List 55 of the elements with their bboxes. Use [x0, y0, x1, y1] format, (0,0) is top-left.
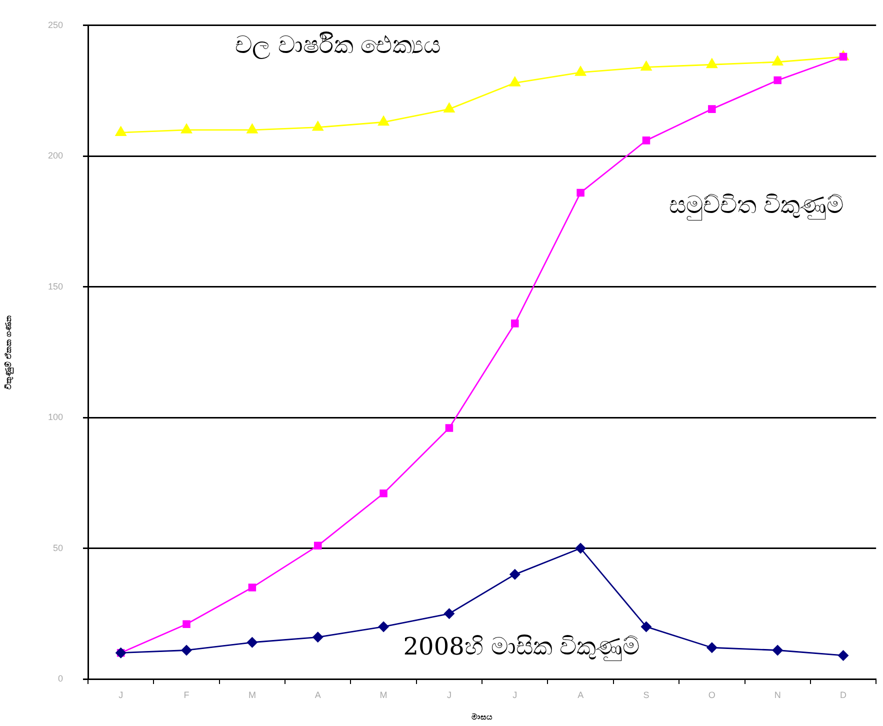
- point: [774, 76, 782, 84]
- text: සමුච්චිත විකුණුම්: [668, 191, 844, 220]
- y-tick-label: 200: [48, 150, 63, 161]
- point: [378, 116, 389, 126]
- point: [312, 632, 324, 642]
- x-tick-label: A: [314, 690, 321, 700]
- x-tick-label: S: [643, 690, 650, 700]
- y-tick-label: 100: [48, 412, 63, 422]
- point: [772, 56, 784, 66]
- x-tick-label: A: [578, 690, 584, 700]
- point: [181, 124, 192, 134]
- point: [378, 622, 389, 632]
- y-tick-label: 0: [58, 673, 63, 684]
- point: [575, 66, 586, 76]
- x-tick-label: F: [184, 690, 190, 700]
- point: [380, 489, 388, 498]
- y-axis-title: විකුණුම් ඒකක ගණන: [3, 314, 14, 390]
- series-label: 2008හි මාසික විකුණුම්: [403, 632, 640, 661]
- x-tick-label: J: [512, 690, 518, 700]
- point: [641, 622, 652, 632]
- x-tick-label: J: [118, 690, 124, 700]
- point: [511, 320, 519, 328]
- point: [640, 61, 652, 71]
- x-tick-label: J: [446, 690, 452, 700]
- series-label: චල වාර්ෂික ඓක්‍යය: [235, 31, 440, 60]
- point: [772, 645, 783, 656]
- point: [115, 126, 126, 136]
- point: [182, 620, 190, 628]
- point: [314, 542, 322, 550]
- point: [444, 102, 455, 113]
- point: [248, 584, 256, 592]
- point: [706, 642, 718, 653]
- x-tick-label: O: [708, 690, 716, 700]
- point: [181, 645, 192, 656]
- point: [706, 58, 718, 68]
- x-tick-label: D: [840, 690, 848, 700]
- point: [576, 188, 584, 197]
- point: [509, 76, 520, 86]
- point: [246, 637, 258, 648]
- point: [312, 121, 324, 131]
- x-tick-label: N: [774, 690, 781, 700]
- x-tick-label: M: [380, 690, 388, 700]
- y-tick-label: 250: [48, 20, 63, 30]
- y-tick-label: 150: [48, 281, 63, 292]
- point: [246, 124, 258, 134]
- point: [708, 105, 716, 113]
- point: [510, 569, 520, 580]
- point: [445, 424, 454, 432]
- point: [838, 650, 848, 661]
- y-tick-label: 50: [52, 542, 63, 553]
- point: [642, 136, 650, 144]
- point: [444, 608, 454, 619]
- x-tick-label: M: [248, 690, 256, 700]
- point: [575, 543, 586, 554]
- x-axis-title: මාසය: [472, 711, 493, 722]
